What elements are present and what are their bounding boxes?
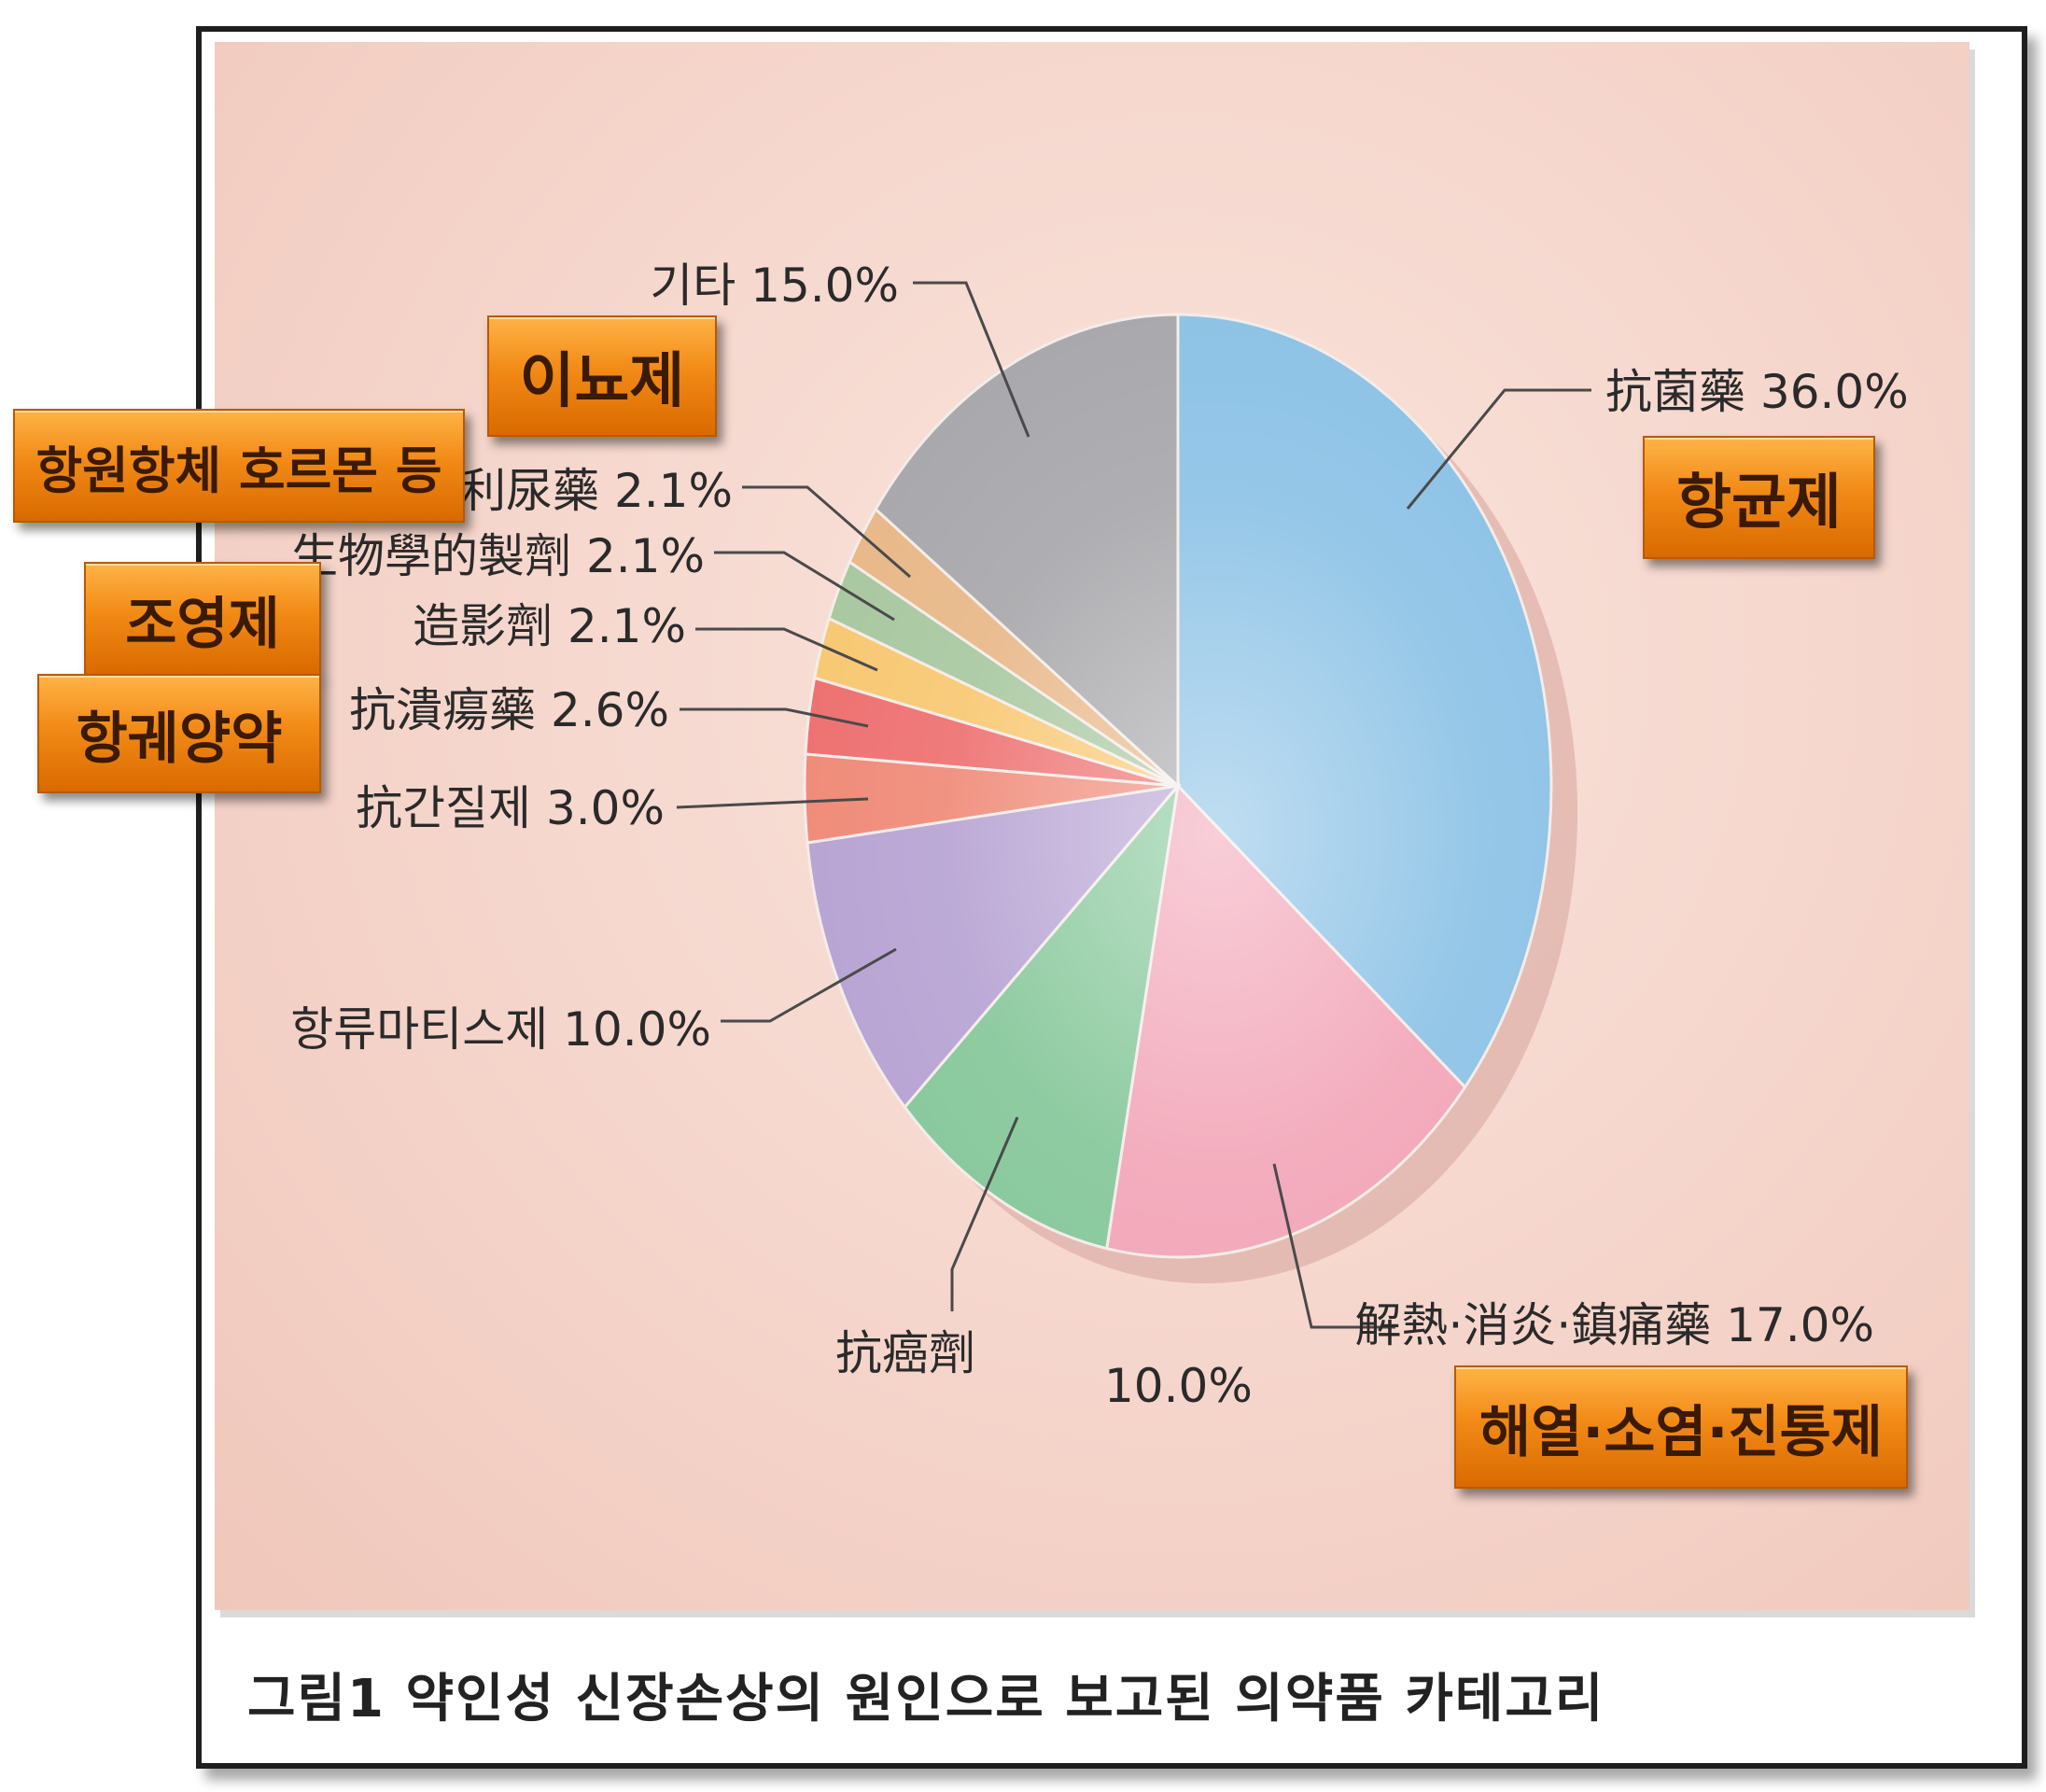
label-antiulcer: 抗潰瘍藥 2.6%: [349, 683, 669, 737]
label-antirheumatic: 항류마티스제 10.0%: [290, 1002, 711, 1057]
leader-line: [742, 485, 911, 579]
leader-line: [676, 797, 869, 809]
leader-line: [680, 707, 869, 728]
leader-line: [695, 627, 878, 672]
tag-antipyretic: 해열·소염·진통제: [1454, 1365, 1908, 1489]
label-antipyretic: 解熱·消炎·鎮痛藥 17.0%: [1354, 1298, 1874, 1352]
tag-antiulcer: 항궤양약: [37, 674, 321, 793]
figure-caption: 그림1 약인성 신장손상의 원인으로 보고된 의약품 카테고리: [247, 1669, 1605, 1729]
leader-lines: [676, 281, 1591, 1329]
label-anticancer-value: 10.0%: [1104, 1359, 1253, 1413]
label-anticancer: 抗癌劑: [835, 1326, 975, 1380]
label-antibacterial: 抗菌藥 36.0%: [1605, 365, 1909, 419]
leader-line: [1272, 1163, 1395, 1329]
tag-diuretic: 이뇨제: [487, 315, 717, 437]
tag-antibody: 항원항체 호르몬 등: [13, 409, 465, 523]
pie-sheen: [805, 315, 1551, 1257]
leader-line: [721, 947, 897, 1023]
leader-line: [714, 551, 895, 622]
label-biologic: 生物學的製劑 2.1%: [291, 529, 705, 583]
leader-line: [1406, 388, 1591, 510]
label-antiepileptic: 抗간질제 3.0%: [356, 781, 665, 835]
label-contrast: 造影劑 2.1%: [413, 599, 686, 653]
tag-contrast: 조영제: [84, 562, 321, 676]
leader-line: [950, 1116, 1019, 1311]
label-diuretic: 利尿藥 2.1%: [459, 464, 733, 518]
label-other: 기타 15.0%: [650, 259, 899, 313]
tag-antibacterial: 항균제: [1643, 436, 1875, 559]
leader-line: [913, 281, 1030, 438]
